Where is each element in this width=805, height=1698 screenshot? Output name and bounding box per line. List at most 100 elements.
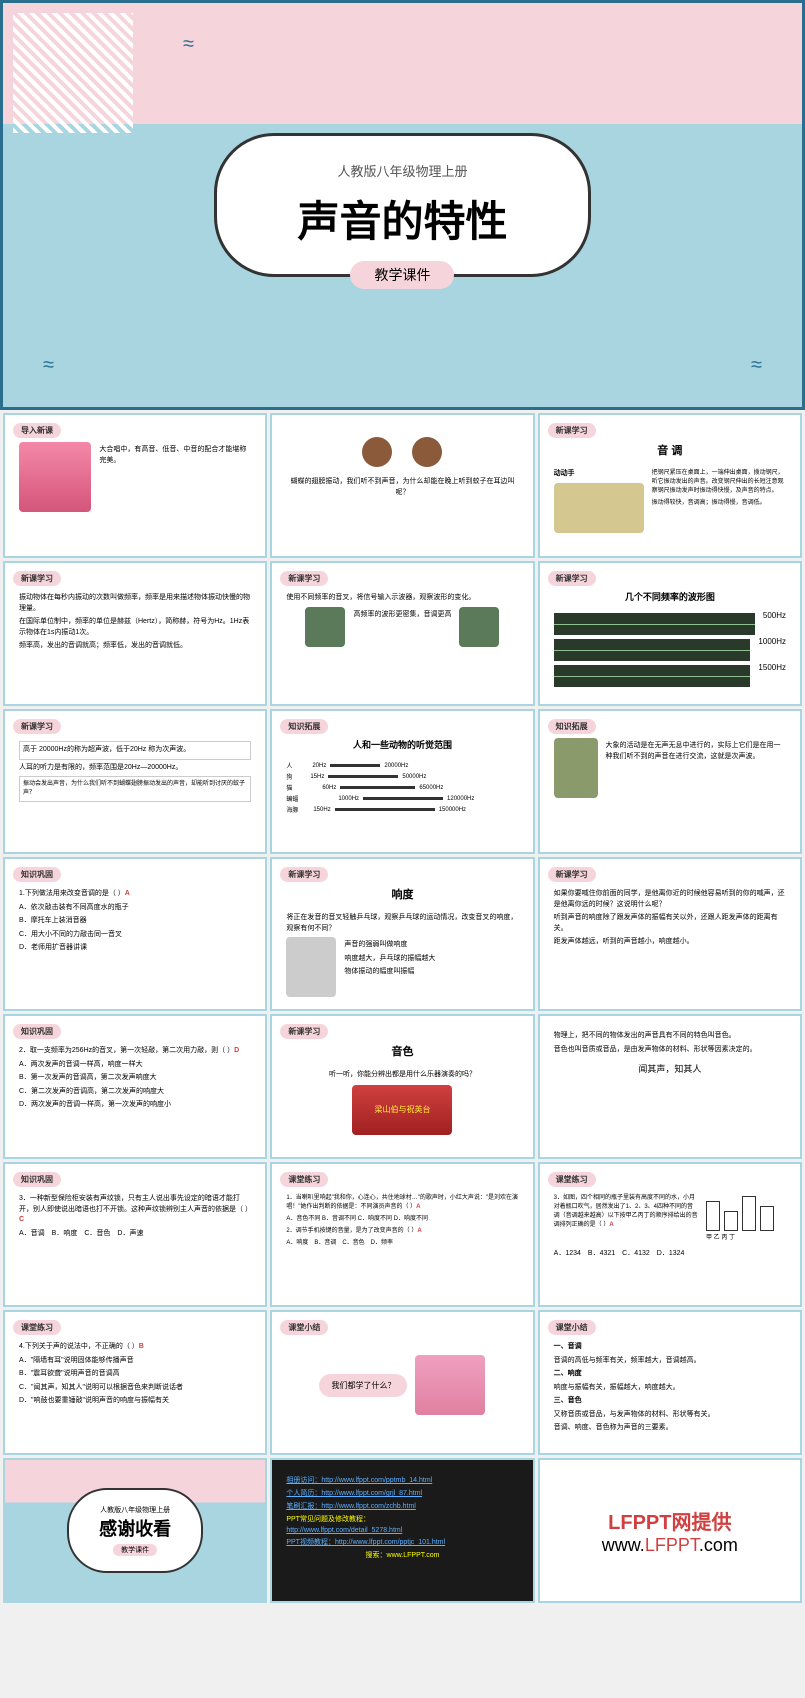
slide-8: 知识拓展 人和一些动物的听觉范围 人20Hz20000Hz 狗15Hz50000… — [270, 709, 534, 854]
main: 感谢收看 — [99, 1515, 171, 1541]
q: 2．取一支频率为256Hz的音叉，第一次轻敲，第二次用力敲，则（ ） — [19, 1047, 234, 1054]
opt-d: D．"响鼓也要重锤敲"说明声音的响度与振幅有关 — [19, 1396, 251, 1407]
freq: 500Hz — [763, 611, 786, 620]
slide-13: 知识巩固 2．取一支频率为256Hz的音叉，第一次轻敲，第二次用力敲，则（ ）D… — [3, 1014, 267, 1159]
slide-9: 知识拓展 大象的活动是在无声无息中进行的，实际上它们是在用一种我们听不到的声音在… — [538, 709, 802, 854]
opt-c: C．第二次发声的音调高，第二次发声的响度大 — [19, 1087, 251, 1098]
ans2: A — [417, 1228, 421, 1234]
slide-14: 新课学习 音色 听一听，你能分辨出都是用什么乐器演奏的吗？ 梁山伯与祝英台 — [270, 1014, 534, 1159]
tag: 新课学习 — [280, 571, 328, 586]
text: 大象的活动是在无声无息中进行的，实际上它们是在用一种我们听不到的声音在进行交流，… — [606, 741, 786, 762]
ans: A — [609, 1222, 613, 1228]
ans: D — [234, 1047, 239, 1054]
title: 响度 — [280, 886, 524, 902]
label: PPT常见问题及修改教程： — [286, 1516, 370, 1523]
note: 振动得较快，音调高；振动得慢，音调低。 — [652, 499, 786, 508]
tag: 新课学习 — [548, 423, 596, 438]
wave-500 — [554, 613, 755, 635]
tag: 新课学习 — [13, 571, 61, 586]
title: 几个不同频率的波形图 — [548, 590, 792, 603]
p3: 闻其声，知其人 — [554, 1063, 786, 1077]
choir-image — [19, 442, 91, 512]
p2: 在国际单位制中，频率的单位是赫兹（Hertz），简称赫，符号为Hz。1Hz表示物… — [19, 617, 251, 638]
tag: 新课学习 — [280, 1024, 328, 1039]
logo-slide: LFPPT网提供 www.LFPPT.com — [538, 1458, 802, 1603]
opt-a: A．依次敲击装有不同高度水的瓶子 — [19, 903, 251, 914]
wave-decoration: ≈ — [43, 354, 54, 377]
slide-1: 导入新课 大合唱中，有高音、低音、中音的配合才能堪称完美。 — [3, 413, 267, 558]
device-image — [305, 607, 345, 647]
q1: 1．当喇叭里响起"我和你，心连心，共住地球村…"的歌声时，小红大声说："是刘欢在… — [286, 1195, 518, 1210]
wave-decoration: ≈ — [751, 354, 762, 377]
links-slide: 相册访问：http://www.lfppt.com/pptmb_14.html … — [270, 1458, 534, 1603]
h1: 一、音调 — [554, 1343, 582, 1350]
tag: 新课学习 — [13, 719, 61, 734]
opt-b: B．摩托车上装消音器 — [19, 916, 251, 927]
slide-16: 知识巩固 3．一种新型保险柜安装有声纹锁，只有主人说出事先设定的暗语才能打开，别… — [3, 1162, 267, 1307]
badge: 教学课件 — [350, 261, 454, 289]
tag: 知识巩固 — [13, 867, 61, 882]
sub: 听一听，你能分辨出都是用什么乐器演奏的吗？ — [286, 1070, 518, 1081]
wave-1000 — [554, 639, 751, 661]
p1: 高于 20000Hz的称为超声波，低于20Hz 称为次声波。 — [19, 741, 251, 760]
p2: 听到声音的响度除了跟发声体的振幅有关以外，还跟人距发声体的距离有关。 — [554, 913, 786, 934]
hearing-range-chart: 人20Hz20000Hz 狗15Hz50000Hz 猫60Hz65000Hz 蝙… — [280, 755, 524, 820]
p3: 距发声体越远，听到的声音越小，响度越小。 — [554, 937, 786, 948]
slide-11: 新课学习 响度 将正在发音的音叉轻触乒乓球，观察乒乓球的运动情况，改变音叉的响度… — [270, 857, 534, 1011]
opt-d: D．老师用扩音器讲课 — [19, 943, 251, 954]
butterfly-image — [362, 437, 392, 467]
slide-17: 课堂练习 1．当喇叭里响起"我和你，心连心，共住地球村…"的歌声时，小红大声说：… — [270, 1162, 534, 1307]
link[interactable]: PPT视频教程：http://www.lfppt.com/pptjc_101.h… — [286, 1537, 518, 1547]
ans1: A — [416, 1204, 420, 1210]
p2: 高频率的波形更密集，音调更高 — [353, 610, 451, 621]
link[interactable]: 笔刷汇报：http://www.lfppt.com/zchb.html — [286, 1501, 518, 1511]
p1: 物理上，把不同的物体发出的声音具有不同的特色叫音色。 — [554, 1031, 786, 1042]
text: 大合唱中，有高音、低音、中音的配合才能堪称完美。 — [99, 445, 251, 466]
opt-b: B．第一次发声的音调高，第二次发声响度大 — [19, 1073, 251, 1084]
logo-top: LFPPT网提供 — [602, 1506, 738, 1535]
q: 3．如图，四个相同的瓶子里装有高度不同的水，小月对着瓶口吹气，居然发出了1、2、… — [554, 1195, 698, 1228]
p3: 响度越大，乒乓球的振幅越大 — [344, 954, 435, 965]
title-slide: ≈ ≈ ≈ 人教版八年级物理上册 声音的特性 教学课件 — [0, 0, 805, 410]
q: 3．一种新型保险柜安装有声纹锁，只有主人说出事先设定的暗语才能打开，别人即使说出… — [19, 1195, 252, 1213]
p1: 如果你要喊住你前面的同学，是他离你近的时候他容易听到的你的喊声，还是他离你远的时… — [554, 889, 786, 910]
tag: 课堂练习 — [13, 1320, 61, 1335]
p2: 响度与振幅有关，振幅越大，响度越大。 — [554, 1383, 786, 1394]
title: 人和一些动物的听觉范围 — [280, 738, 524, 751]
opts: A．1234 B．4321 C．4132 D．1324 — [554, 1249, 786, 1260]
desc: 把钢尺紧压在桌面上，一端伸出桌面，拨动钢尺，听它振动发出的声音。改变钢尺伸出的长… — [652, 469, 786, 496]
title-box: 人教版八年级物理上册 声音的特性 教学课件 — [214, 133, 590, 277]
labels: 甲 乙 丙 丁 — [706, 1234, 786, 1243]
end-slide: 人教版八年级物理上册 感谢收看 教学课件 — [3, 1458, 267, 1603]
wave-decoration: ≈ — [183, 33, 194, 56]
p3: 振动会发出声音，为什么我们听不到蝴蝶翅膀振动发出的声音，却能听到讨厌的蚊子声？ — [19, 776, 251, 802]
ans: A — [125, 890, 130, 897]
link[interactable]: 相册访问：http://www.lfppt.com/pptmb_14.html — [286, 1475, 518, 1485]
badge: 教学课件 — [113, 1544, 157, 1556]
slides-grid: 导入新课 大合唱中，有高音、低音、中音的配合才能堪称完美。 蝴蝶的翅膀振动，我们… — [0, 410, 805, 1606]
p4: 音调、响度、音色称为声音的三要素。 — [554, 1423, 786, 1434]
tag: 课堂小结 — [548, 1320, 596, 1335]
slide-5: 新课学习 使用不同频率的音叉，将信号输入示波器，观察波形的变化。 高频率的波形更… — [270, 561, 534, 706]
h2: 二、响度 — [554, 1370, 582, 1377]
slide-12: 新课学习 如果你要喊住你前面的同学，是他离你近的时候他容易听到的你的喊声，还是他… — [538, 857, 802, 1011]
p2: 声音的强弱叫做响度 — [344, 940, 435, 951]
ans: B — [139, 1343, 144, 1350]
freq: 1500Hz — [758, 663, 786, 672]
tag: 知识拓展 — [548, 719, 596, 734]
tag: 课堂练习 — [280, 1172, 328, 1187]
tag: 新课学习 — [548, 867, 596, 882]
ans: C — [19, 1216, 24, 1223]
p1: 使用不同频率的音叉，将信号输入示波器，观察波形的变化。 — [286, 593, 518, 604]
q2: 2．调节手机按键的音量，是为了改变声音的（ ） — [286, 1228, 417, 1234]
sub: 人教版八年级物理上册 — [99, 1505, 171, 1515]
slide-15: 物理上，把不同的物体发出的声音具有不同的特色叫音色。 音色也叫音质或音品，是由发… — [538, 1014, 802, 1159]
link[interactable]: http://www.lfppt.com/detail_5278.html — [286, 1527, 518, 1534]
bottles-image — [706, 1191, 786, 1231]
ruler-image — [554, 483, 644, 533]
slide-19: 课堂练习 4.下列关于声的说法中，不正确的（ ）B A．"隔墙有耳"说明固体能够… — [3, 1310, 267, 1455]
slide-18: 课堂练习 3．如图，四个相同的瓶子里装有高度不同的水，小月对着瓶口吹气，居然发出… — [538, 1162, 802, 1307]
opera-image: 梁山伯与祝英台 — [352, 1085, 452, 1135]
tuning-fork-image — [286, 937, 336, 997]
link[interactable]: 个人简历：http://www.lfppt.com/grjl_87.html — [286, 1488, 518, 1498]
